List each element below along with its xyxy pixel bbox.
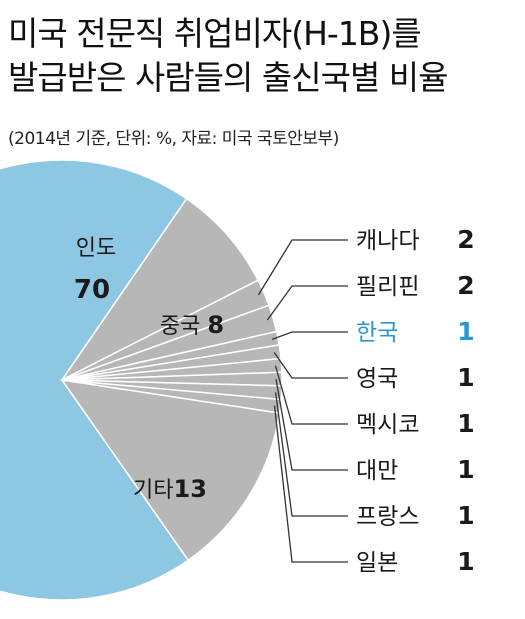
- leader-line-france: [274, 392, 348, 517]
- side-label-france: 프랑스: [356, 504, 419, 530]
- side-value-japan: 1: [457, 547, 474, 576]
- side-value-philippines: 2: [457, 271, 474, 300]
- side-label-japan: 일본: [356, 550, 398, 576]
- leader-line-philippines: [266, 285, 348, 321]
- pie-slices: [0, 159, 283, 601]
- leader-lines: [257, 239, 348, 563]
- leader-line-uk: [273, 352, 348, 379]
- side-label-philippines: 필리핀: [356, 274, 419, 300]
- leader-line-japan: [273, 405, 348, 563]
- side-value-canada: 2: [457, 225, 474, 254]
- leader-line-mexico: [274, 365, 348, 425]
- slice-label-others: 기타13: [133, 475, 207, 503]
- slice-label-china: 중국 8: [160, 311, 224, 339]
- side-value-taiwan: 1: [457, 455, 474, 484]
- side-label-uk: 영국: [356, 366, 398, 392]
- chart-title: 미국 전문직 취업비자(H-1B)를 발급받은 사람들의 출신국별 비율: [8, 12, 449, 100]
- slice-value-others: 13: [174, 475, 207, 503]
- title-line-1: 미국 전문직 취업비자(H-1B)를: [8, 14, 422, 53]
- side-value-uk: 1: [457, 363, 474, 392]
- slice-value-china: 8: [207, 311, 224, 339]
- title-line-2: 발급받은 사람들의 출신국별 비율: [8, 58, 449, 97]
- side-value-mexico: 1: [457, 409, 474, 438]
- leader-line-canada: [257, 239, 348, 296]
- side-label-korea: 한국: [356, 320, 398, 346]
- side-value-korea: 1: [457, 317, 474, 346]
- pie-slice-india: [0, 159, 190, 601]
- source-note: (2014년 기준, 단위: %, 자료: 미국 국토안보부): [8, 129, 339, 149]
- leader-line-taiwan: [275, 378, 348, 471]
- side-label-canada: 캐나다: [356, 228, 419, 254]
- side-label-taiwan: 대만: [356, 458, 398, 484]
- pie-slice-china: [61, 197, 260, 381]
- inner-labels: 인도 70 중국 8 기타13: [74, 236, 224, 503]
- leader-line-korea: [271, 331, 348, 341]
- side-label-mexico: 멕시코: [356, 412, 419, 438]
- slice-name-others: 기타: [133, 478, 173, 503]
- side-value-france: 1: [457, 501, 474, 530]
- slice-value-india: 70: [74, 275, 110, 305]
- slice-name-china: 중국: [160, 314, 207, 339]
- slice-label-india: 인도: [76, 236, 116, 261]
- side-labels: 캐나다 2 필리핀 2 한국 1 영국 1 멕시코 1 대만 1 프랑스 1 일본 1: [356, 225, 475, 576]
